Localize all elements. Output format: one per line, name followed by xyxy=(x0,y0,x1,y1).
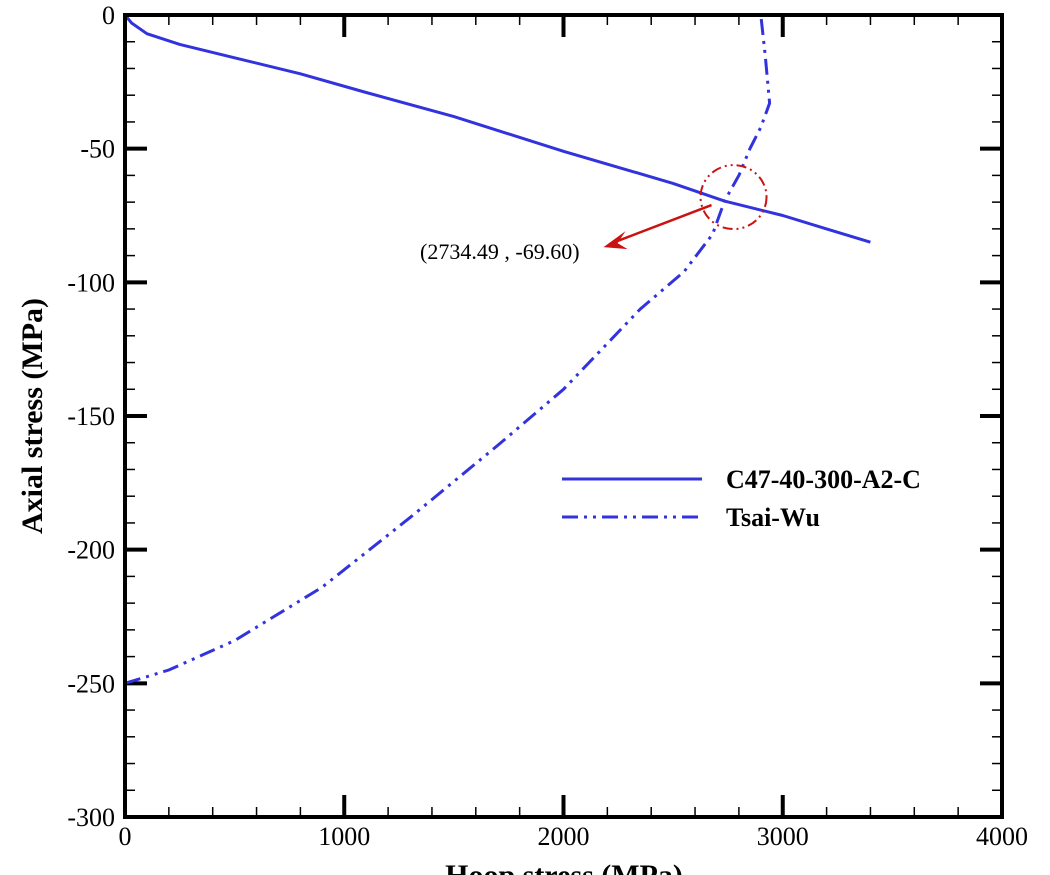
y-tick-label: -250 xyxy=(67,669,115,698)
plot-series xyxy=(123,14,871,685)
legend: C47-40-300-A2-C Tsai-Wu xyxy=(562,465,921,532)
y-tick-label: -300 xyxy=(67,803,115,832)
intersection-circle xyxy=(699,164,768,231)
x-axis-title: Hoop stress (MPa) xyxy=(445,859,683,875)
y-tick-label: 0 xyxy=(102,1,115,30)
y-tick-label: -200 xyxy=(67,536,115,565)
tick-labels: 0 1000 2000 3000 4000 0 -50 -100 -150 -200 -250 -30… xyxy=(67,1,1028,851)
x-tick-label: 0 xyxy=(119,822,132,851)
x-tick-label: 4000 xyxy=(976,822,1028,851)
axis-ticks xyxy=(123,13,1004,819)
y-axis-title: Axial stress (MPa) xyxy=(16,298,49,534)
x-tick-label: 3000 xyxy=(757,822,809,851)
x-tick-label: 1000 xyxy=(318,822,370,851)
y-tick-label: -100 xyxy=(67,268,115,297)
annotation-label: (2734.49 , -69.60) xyxy=(420,239,579,264)
x-tick-label: 2000 xyxy=(538,822,590,851)
series-line-c47 xyxy=(123,14,871,244)
annotation-arrow-head xyxy=(603,231,628,250)
y-tick-label: -150 xyxy=(67,402,115,431)
legend-label-c47: C47-40-300-A2-C xyxy=(726,465,921,494)
annotation-arrow-line xyxy=(609,203,712,246)
legend-label-tsai-wu: Tsai-Wu xyxy=(726,503,820,532)
intersection-annotation: (2734.49 , -69.60) xyxy=(420,164,768,264)
y-tick-label: -50 xyxy=(80,135,115,164)
plot-frame xyxy=(123,13,1004,819)
